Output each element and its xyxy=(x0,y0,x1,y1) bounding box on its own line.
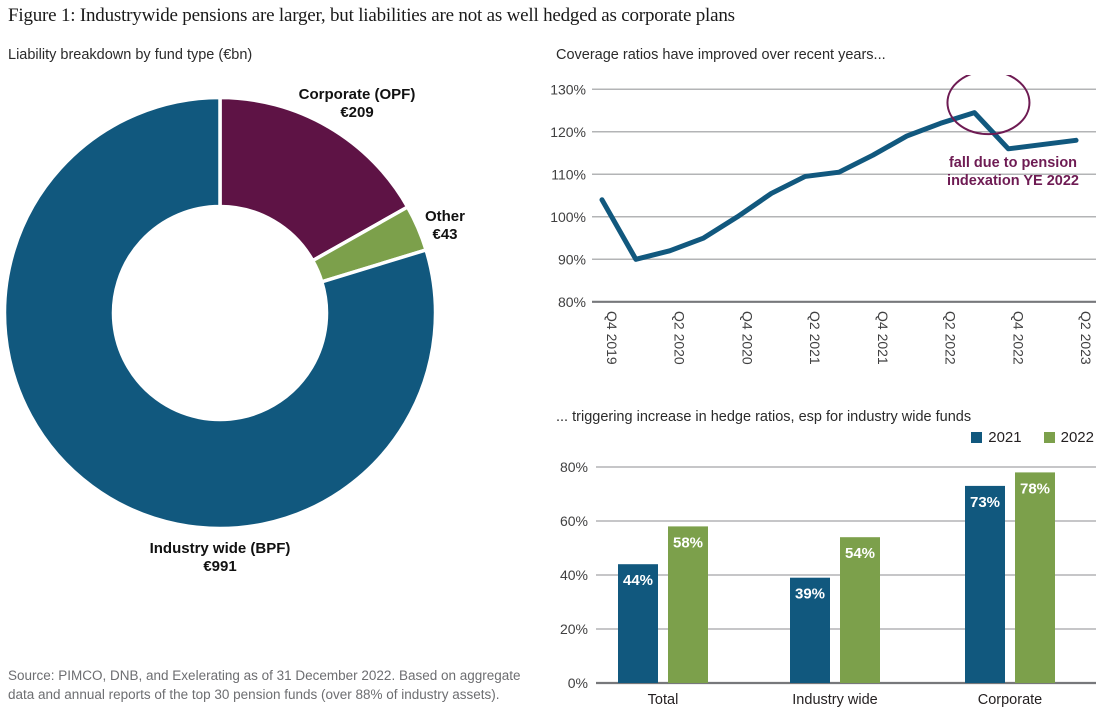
bar-value-industry-wide-2022: 54% xyxy=(845,545,875,562)
donut-label-corporate-name: Corporate (OPF) xyxy=(298,86,416,103)
legend-item-2022: 2022 xyxy=(1043,429,1094,446)
line-chart-xtick-q2-2022: Q2 2022 xyxy=(943,311,959,365)
bar-chart-ytick-60: 60% xyxy=(560,513,588,529)
line-chart-ytick-120: 120% xyxy=(550,124,586,140)
source-note: Source: PIMCO, DNB, and Exelerating as o… xyxy=(8,666,528,704)
line-chart-annotation: fall due to pension indexation YE 2022 xyxy=(942,154,1084,190)
bar-chart-ytick-20: 20% xyxy=(560,621,588,637)
line-chart-xtick-q4-2022: Q4 2022 xyxy=(1010,311,1026,365)
bar-category-total: Total xyxy=(648,692,679,708)
legend-item-2021: 2021 xyxy=(971,429,1022,446)
line-chart-ytick-110: 110% xyxy=(551,166,586,182)
bar-category-industry-wide: Industry wide xyxy=(792,692,877,708)
bar-corporate-2021 xyxy=(965,485,1005,683)
bar-chart-ytick-40: 40% xyxy=(560,567,588,583)
coverage-ratio-line xyxy=(599,110,1079,262)
donut-chart xyxy=(2,95,438,531)
source-note-line-1: Source: PIMCO, DNB, and Exelerating as o… xyxy=(8,668,521,683)
bar-value-total-2021: 44% xyxy=(623,572,653,589)
bar-total-2022 xyxy=(668,526,708,683)
bar-corporate-2022 xyxy=(1015,472,1055,683)
donut-label-industry: Industry wide (BPF) €991 xyxy=(120,540,320,576)
line-chart-xtick-q4-2020: Q4 2020 xyxy=(739,311,755,365)
bar-value-corporate-2021: 73% xyxy=(970,494,1000,511)
donut-slice-2 xyxy=(2,95,438,531)
donut-label-industry-value: €991 xyxy=(203,558,237,575)
donut-label-corporate-value: €209 xyxy=(340,104,374,121)
bar-chart-legend: 2021 2022 xyxy=(971,429,1094,446)
bar-value-industry-wide-2021: 39% xyxy=(795,586,825,603)
donut-slice-0 xyxy=(218,95,411,263)
line-chart-xtick-q4-2019: Q4 2019 xyxy=(604,311,620,365)
line-chart-ytick-130: 130% xyxy=(550,81,586,97)
donut-label-other-name: Other xyxy=(424,208,465,225)
bar-chart-ytick-80: 80% xyxy=(560,459,588,475)
line-chart-xtick-q2-2020: Q2 2020 xyxy=(672,311,688,365)
bar-total-2021 xyxy=(618,564,658,683)
annotation-line-2: indexation YE 2022 xyxy=(947,173,1079,189)
legend-swatch-2022 xyxy=(1043,432,1055,443)
legend-label-2021: 2021 xyxy=(988,429,1022,446)
donut-label-other: Other €43 xyxy=(395,208,495,244)
donut-label-industry-name: Industry wide (BPF) xyxy=(149,540,291,557)
donut-subtitle: Liability breakdown by fund type (€bn) xyxy=(8,47,253,63)
bar-chart-subtitle: ... triggering increase in hedge ratios,… xyxy=(556,409,972,425)
bar-industry-wide-2022 xyxy=(840,537,880,683)
line-chart-xtick-q2-2023: Q2 2023 xyxy=(1078,311,1094,365)
bar-chart-ytick-0: 0% xyxy=(568,675,588,691)
annotation-circle xyxy=(946,75,1031,136)
line-chart-xtick-q2-2021: Q2 2021 xyxy=(807,311,823,365)
bar-industry-wide-2021 xyxy=(790,577,830,683)
line-chart-subtitle: Coverage ratios have improved over recen… xyxy=(556,47,886,63)
bar-value-corporate-2022: 78% xyxy=(1020,480,1050,497)
hedge-ratio-bar-chart: 0% 20% 40% 60% 80% 44% 58% Total 39% 54% Industry … xyxy=(560,459,1096,708)
figure-title: Figure 1: Industrywide pensions are larg… xyxy=(8,5,735,26)
legend-swatch-2021 xyxy=(971,432,983,443)
line-chart-ytick-80: 80% xyxy=(558,294,586,310)
donut-label-other-value: €43 xyxy=(432,226,458,243)
donut-label-corporate: Corporate (OPF) €209 xyxy=(257,86,457,122)
line-chart-xtick-q4-2021: Q4 2021 xyxy=(875,311,891,365)
annotation-line-1: fall due to pension xyxy=(948,155,1078,171)
line-chart-ytick-100: 100% xyxy=(550,209,586,225)
bar-value-total-2022: 58% xyxy=(673,534,703,551)
line-chart-ytick-90: 90% xyxy=(558,251,586,267)
source-note-line-2: data and annual reports of the top 30 pe… xyxy=(8,687,500,702)
coverage-ratio-line-chart: 130% 120% 110% 100% 90% 80% Q4 2019 Q2 2020 Q4 2… xyxy=(550,75,1096,365)
bar-category-corporate: Corporate xyxy=(978,692,1042,708)
legend-label-2022: 2022 xyxy=(1060,429,1094,446)
